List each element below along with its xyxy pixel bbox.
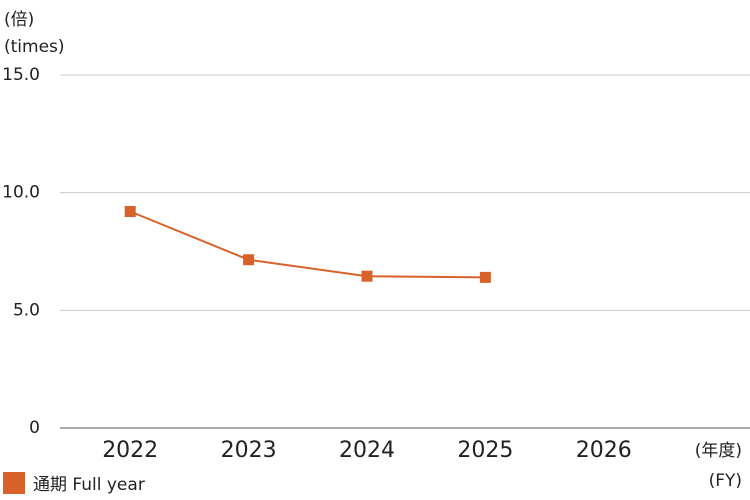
legend-label: 通期 Full year [33, 475, 145, 495]
x-tick-label: 2023 [221, 438, 277, 463]
y-tick-label: 5.0 [13, 300, 40, 320]
y-unit-label: (倍) [4, 10, 34, 30]
y-tick-label: 15.0 [2, 65, 40, 85]
x-tick-label: 2025 [457, 438, 513, 463]
x-tick-label: 2022 [102, 438, 158, 463]
y-tick-label: 0 [29, 418, 40, 438]
series-line [129, 210, 486, 279]
x-tick-label: 2024 [339, 438, 395, 463]
point [124, 205, 136, 217]
y-tick-label: 10.0 [2, 183, 40, 203]
x-unit-label: (年度) [695, 441, 742, 461]
x-tick-label: 2026 [576, 438, 632, 463]
y-unit-label: (times) [4, 37, 65, 57]
x-unit-label: (FY) [709, 471, 742, 491]
point [479, 271, 491, 283]
point [243, 254, 255, 266]
legend-swatch [3, 472, 25, 494]
point [361, 270, 373, 282]
